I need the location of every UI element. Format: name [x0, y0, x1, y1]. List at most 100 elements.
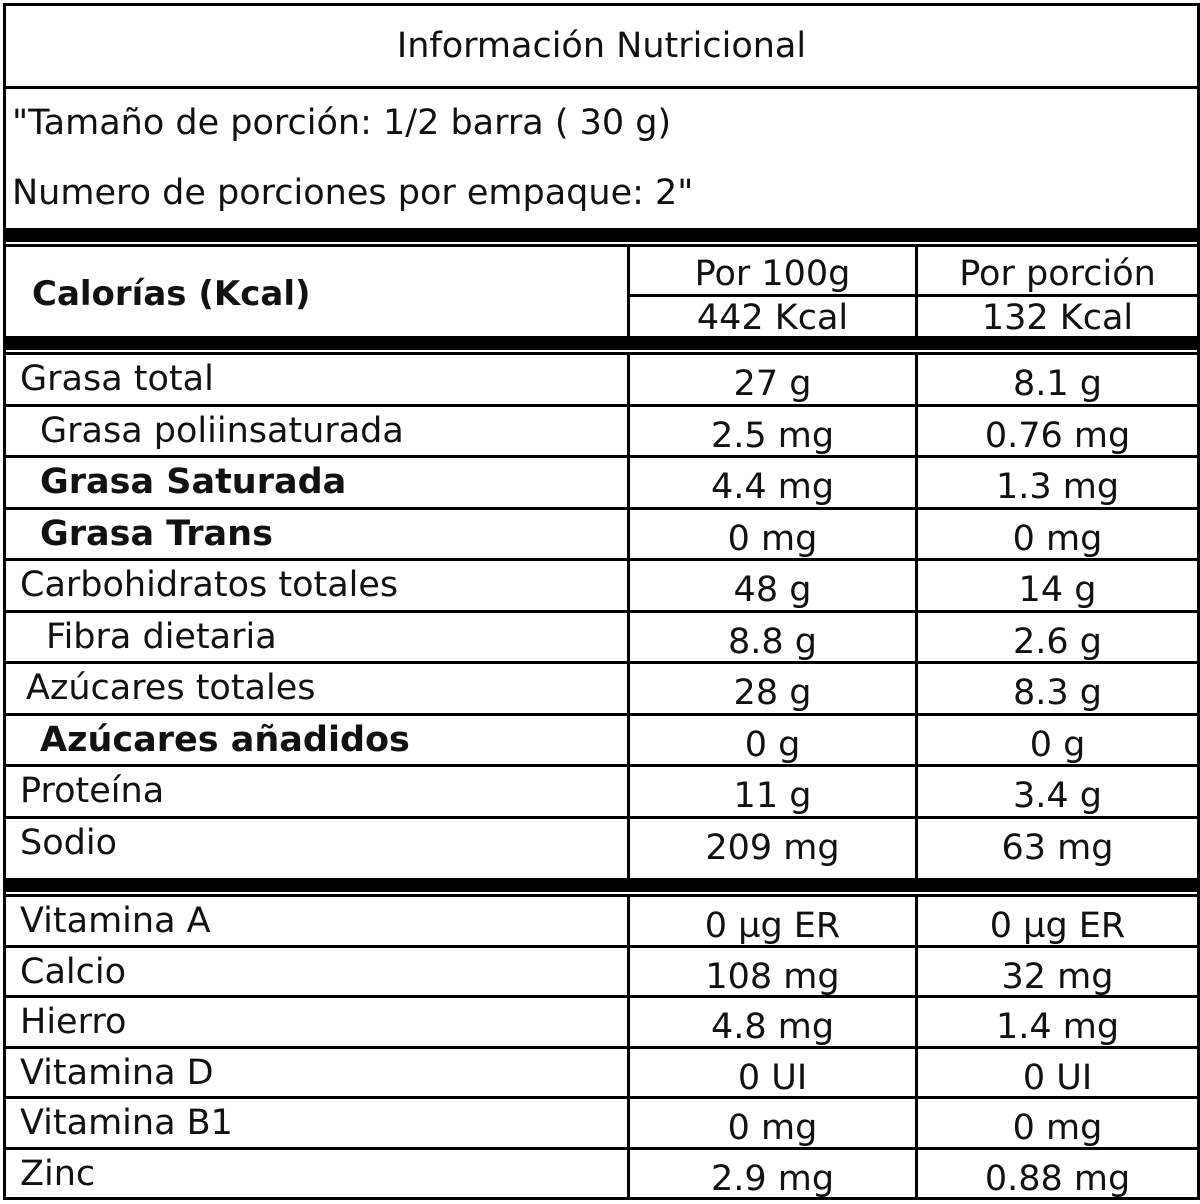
value-per-100g: 28 g [733, 673, 812, 713]
nutrient-name: Carbohidratos totales [20, 565, 399, 605]
nutrient-name: Grasa total [20, 359, 214, 399]
column-divider [915, 897, 918, 1197]
row-divider [6, 403, 1197, 407]
table-row: Zinc 2.9 mg 0.88 mg [6, 1150, 1197, 1201]
column-divider [627, 247, 630, 336]
nutrient-name: Calcio [20, 951, 126, 992]
value-per-100g: 0 mg [727, 1108, 818, 1148]
value-per-100g: 11 g [733, 776, 812, 816]
col-header-per-100g: Por 100g [694, 254, 851, 294]
value-per-100g: 0 UI [737, 1057, 808, 1098]
serving-size: "Tamaño de porción: 1/2 barra ( 30 g) [12, 103, 672, 143]
value-per-serving: 0 g [1029, 724, 1086, 765]
value-per-100g: 209 mg [705, 827, 840, 868]
col-header-per-serving: Por porción [959, 254, 1156, 294]
value-per-serving: 0 mg [1012, 518, 1103, 559]
value-per-serving: 32 mg [1001, 956, 1114, 997]
row-divider [6, 1146, 1197, 1150]
value-per-serving: 0 µg ER [989, 906, 1126, 946]
value-per-serving: 0.88 mg [984, 1158, 1131, 1199]
value-per-100g: 48 g [733, 570, 812, 610]
table-row: Carbohidratos totales 48 g 14 g [6, 561, 1197, 613]
value-per-serving: 0 mg [1012, 1108, 1103, 1148]
table-row: Azúcares totales 28 g 8.3 g [6, 664, 1197, 716]
table-row: Grasa Saturada 4.4 mg 1.3 mg [6, 458, 1197, 510]
nutrient-name: Grasa poliinsaturada [40, 410, 404, 451]
nutrient-name: Azúcares totales [26, 668, 316, 708]
servings-per-package: Numero de porciones por empaque: 2" [12, 173, 694, 213]
table-row: Grasa poliinsaturada 2.5 mg 0.76 mg [6, 407, 1197, 458]
value-per-100g: 4.4 mg [710, 467, 835, 507]
column-divider [627, 897, 630, 1197]
value-per-100g: 108 mg [705, 956, 840, 997]
calories-per-100g: 442 Kcal [696, 298, 849, 338]
thin-divider [6, 352, 1197, 355]
calories-per-serving: 132 Kcal [981, 298, 1134, 338]
value-per-serving: 63 mg [1001, 827, 1114, 868]
table-row: Proteína 11 g 3.4 g [6, 767, 1197, 819]
value-per-serving: 1.4 mg [995, 1007, 1120, 1047]
nutrient-name: Hierro [20, 1002, 127, 1042]
value-per-serving: 8.3 g [1012, 673, 1102, 713]
row-divider [6, 558, 1197, 561]
nutrient-name: Vitamina B1 [20, 1103, 233, 1143]
thin-divider [6, 244, 1197, 247]
row-divider [6, 764, 1197, 767]
table-row: Vitamina B1 0 mg 0 mg [6, 1099, 1197, 1150]
thick-divider [6, 336, 1197, 350]
row-divider [6, 944, 1197, 948]
nutrient-name: Sodio [20, 822, 117, 863]
nutrient-name: Fibra dietaria [46, 616, 277, 657]
row-divider [6, 815, 1197, 819]
value-per-100g: 0 µg ER [704, 906, 841, 946]
row-divider [6, 455, 1197, 458]
column-divider [915, 247, 918, 336]
value-per-serving: 0 UI [1022, 1057, 1093, 1098]
calories-label: Calorías (Kcal) [32, 274, 311, 314]
value-per-100g: 0 g [744, 724, 801, 765]
table-row: Azúcares añadidos 0 g 0 g [6, 716, 1197, 767]
value-per-serving: 3.4 g [1012, 776, 1102, 816]
value-per-serving: 8.1 g [1012, 364, 1102, 404]
nutrition-facts-table: Información Nutricional "Tamaño de porci… [3, 3, 1200, 1200]
table-row: Sodio 209 mg 63 mg [6, 819, 1197, 871]
table-row: Grasa total 27 g 8.1 g [6, 355, 1197, 407]
nutrient-name: Vitamina A [20, 901, 211, 941]
nutrient-name: Azúcares añadidos [40, 719, 410, 760]
column-divider [915, 355, 918, 878]
table-row: Grasa Trans 0 mg 0 mg [6, 510, 1197, 561]
nutrient-name: Proteína [20, 771, 165, 811]
value-per-serving: 0.76 mg [984, 415, 1131, 456]
table-row: Vitamina A 0 µg ER 0 µg ER [6, 897, 1197, 948]
value-per-100g: 8.8 g [727, 621, 817, 662]
value-per-100g: 27 g [733, 364, 812, 404]
row-divider [6, 1096, 1197, 1099]
table-row: Fibra dietaria 8.8 g 2.6 g [6, 613, 1197, 664]
table-row: Vitamina D 0 UI 0 UI [6, 1049, 1197, 1099]
nutrient-name: Vitamina D [20, 1052, 214, 1093]
value-per-100g: 0 mg [727, 518, 818, 559]
table-title: Información Nutricional [6, 6, 1197, 89]
thin-divider [6, 894, 1197, 897]
table-row: Hierro 4.8 mg 1.4 mg [6, 998, 1197, 1049]
value-per-100g: 2.9 mg [710, 1158, 835, 1199]
nutrient-name: Grasa Trans [40, 513, 273, 554]
table-row: Calcio 108 mg 32 mg [6, 948, 1197, 998]
value-per-100g: 2.5 mg [710, 415, 835, 456]
thick-divider [6, 228, 1197, 242]
value-per-serving: 2.6 g [1012, 621, 1102, 662]
column-divider [627, 355, 630, 878]
nutrient-name: Zinc [20, 1153, 96, 1194]
row-divider [6, 1045, 1197, 1049]
thick-divider [6, 878, 1197, 892]
value-per-serving: 14 g [1018, 570, 1097, 610]
row-divider [6, 609, 1197, 613]
row-divider [6, 712, 1197, 716]
row-divider [6, 661, 1197, 664]
row-divider [6, 995, 1197, 998]
nutrient-name: Grasa Saturada [40, 462, 347, 502]
value-per-serving: 1.3 mg [995, 467, 1120, 507]
value-per-100g: 4.8 mg [710, 1007, 835, 1047]
row-divider [6, 506, 1197, 510]
header-separator [627, 294, 1197, 297]
